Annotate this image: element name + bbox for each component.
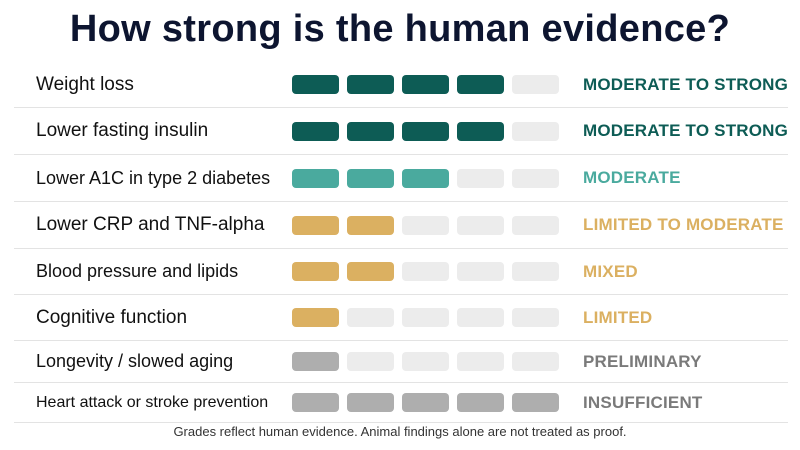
strength-block-filled	[402, 393, 449, 412]
row-label: Blood pressure and lipids	[36, 261, 239, 281]
strength-block-filled	[292, 393, 339, 412]
strength-meter	[292, 341, 559, 382]
footnote: Grades reflect human evidence. Animal fi…	[173, 424, 627, 439]
strength-meter	[292, 295, 559, 340]
row-label: Weight loss	[36, 73, 134, 95]
table-row: Weight loss MODERATE TO STRONG	[14, 62, 788, 108]
strength-meter	[292, 108, 559, 154]
strength-meter	[292, 383, 559, 422]
strength-block-filled	[347, 393, 394, 412]
strength-block-filled	[292, 168, 339, 188]
strength-block-filled	[347, 121, 394, 141]
table-row: Heart attack or stroke prevention INSUFFI…	[14, 383, 788, 423]
strength-block-filled	[402, 168, 449, 188]
grade-label: LIMITED TO MODERATE	[583, 215, 784, 234]
strength-block-filled	[347, 215, 394, 235]
table-row: Lower fasting insulin MODERATE TO STRONG	[14, 108, 788, 155]
strength-block-filled	[347, 168, 394, 188]
table-row: Longevity / slowed aging PRELIMINARY	[14, 341, 788, 383]
strength-block-empty	[402, 215, 449, 235]
grade-label: INSUFFICIENT	[583, 392, 703, 412]
strength-block-filled	[347, 262, 394, 281]
strength-block-empty	[512, 352, 559, 371]
strength-block-empty	[512, 308, 559, 327]
strength-block-filled	[457, 75, 504, 94]
row-label: Longevity / slowed aging	[36, 351, 234, 371]
table-row: Blood pressure and lipids MIXED	[14, 249, 788, 295]
strength-block-empty	[512, 215, 559, 235]
chart-title: How strong is the human evidence?	[69, 8, 731, 50]
grade-label: MIXED	[583, 261, 638, 281]
strength-block-filled	[292, 75, 339, 94]
strength-block-filled	[512, 393, 559, 412]
strength-block-filled	[347, 75, 394, 94]
strength-block-filled	[457, 393, 504, 412]
strength-block-empty	[402, 352, 449, 371]
table-row: Cognitive function LIMITED	[14, 295, 788, 341]
strength-block-filled	[292, 308, 339, 327]
grade-label: MODERATE	[583, 168, 681, 187]
strength-block-filled	[402, 121, 449, 141]
evidence-table: Weight loss MODERATE TO STRONG Lower fasti…	[14, 62, 788, 423]
strength-block-empty	[347, 308, 394, 327]
strength-block-empty	[457, 262, 504, 281]
strength-block-empty	[402, 262, 449, 281]
strength-meter	[292, 202, 559, 248]
strength-block-empty	[457, 215, 504, 235]
row-label: Lower A1C in type 2 diabetes	[36, 167, 271, 188]
strength-meter	[292, 62, 559, 107]
row-label: Lower CRP and TNF-alpha	[36, 214, 265, 235]
strength-block-filled	[292, 352, 339, 371]
strength-block-empty	[402, 308, 449, 327]
grade-label: PRELIMINARY	[583, 351, 702, 371]
strength-block-filled	[292, 262, 339, 281]
strength-block-filled	[292, 215, 339, 235]
row-label: Cognitive function	[36, 306, 188, 328]
grade-label: MODERATE TO STRONG	[583, 74, 789, 94]
strength-block-filled	[402, 75, 449, 94]
row-label: Heart attack or stroke prevention	[36, 393, 269, 411]
strength-block-empty	[347, 352, 394, 371]
grade-label: MODERATE TO STRONG	[583, 121, 789, 140]
strength-meter	[292, 249, 559, 294]
table-row: Lower CRP and TNF-alpha LIMITED TO MODERA…	[14, 202, 788, 249]
strength-block-empty	[457, 168, 504, 188]
row-label: Lower fasting insulin	[36, 120, 209, 141]
table-row: Lower A1C in type 2 diabetes MODERATE	[14, 155, 788, 202]
strength-block-empty	[512, 262, 559, 281]
strength-block-filled	[292, 121, 339, 141]
strength-block-filled	[457, 121, 504, 141]
strength-meter	[292, 155, 559, 201]
strength-block-empty	[512, 75, 559, 94]
strength-block-empty	[512, 121, 559, 141]
grade-label: LIMITED	[583, 307, 653, 327]
strength-block-empty	[457, 308, 504, 327]
strength-block-empty	[457, 352, 504, 371]
strength-block-empty	[512, 168, 559, 188]
